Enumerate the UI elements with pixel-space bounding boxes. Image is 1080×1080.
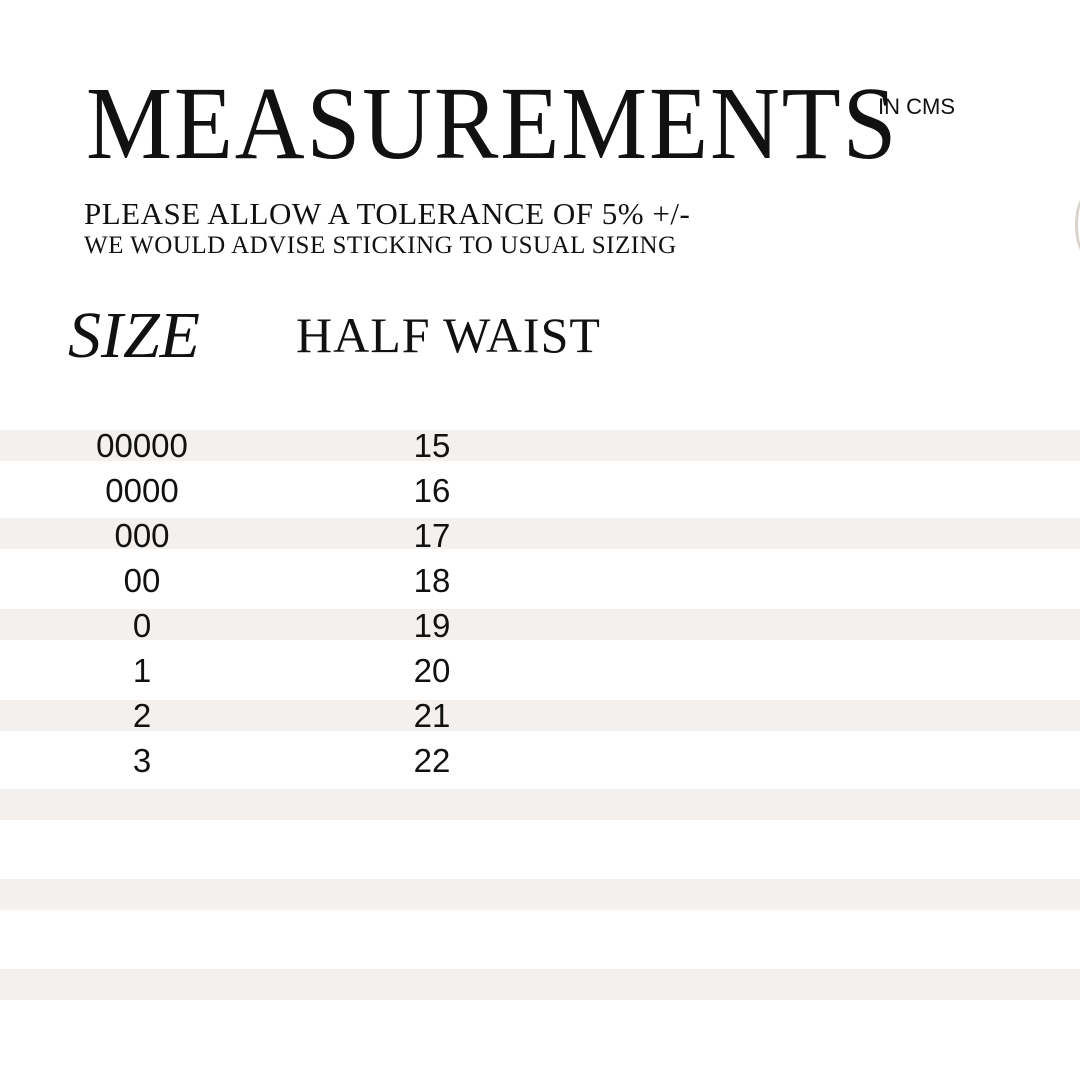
half-waist-cell: 18 (413, 562, 451, 599)
table-stripe (0, 430, 1080, 461)
table-stripe (0, 969, 1080, 1000)
column-header-size: SIZE (68, 299, 200, 372)
half-waist-cell: 20 (413, 652, 451, 689)
half-waist-cell: 21 (413, 697, 451, 734)
sizing-advice: WE WOULD ADVISE STICKING TO USUAL SIZING (84, 232, 677, 259)
table-stripe (0, 518, 1080, 549)
size-cell: 3 (132, 742, 152, 779)
decorative-circle-edge (1075, 190, 1080, 260)
unit-label: IN CMS (878, 94, 955, 119)
size-cell: 2 (132, 697, 152, 734)
tolerance-note: PLEASE ALLOW A TOLERANCE OF 5% +/- (84, 196, 691, 231)
table-stripe (0, 879, 1080, 910)
size-cell: 000 (114, 517, 170, 554)
column-header-half-waist: HALF WAIST (296, 307, 601, 363)
page-title: MEASUREMENTS (86, 66, 899, 181)
size-cell: 0 (132, 607, 152, 644)
table-stripe (0, 609, 1080, 640)
size-cell: 00000 (96, 427, 188, 464)
half-waist-cell: 22 (413, 742, 451, 779)
size-cell: 0000 (105, 472, 179, 509)
size-cell: 00 (123, 562, 161, 599)
table-stripe (0, 789, 1080, 820)
half-waist-cell: 19 (413, 607, 451, 644)
size-cell: 1 (132, 652, 152, 689)
table-stripe (0, 700, 1080, 731)
half-waist-cell: 15 (413, 427, 451, 464)
half-waist-cell: 17 (413, 517, 451, 554)
half-waist-cell: 16 (413, 472, 451, 509)
